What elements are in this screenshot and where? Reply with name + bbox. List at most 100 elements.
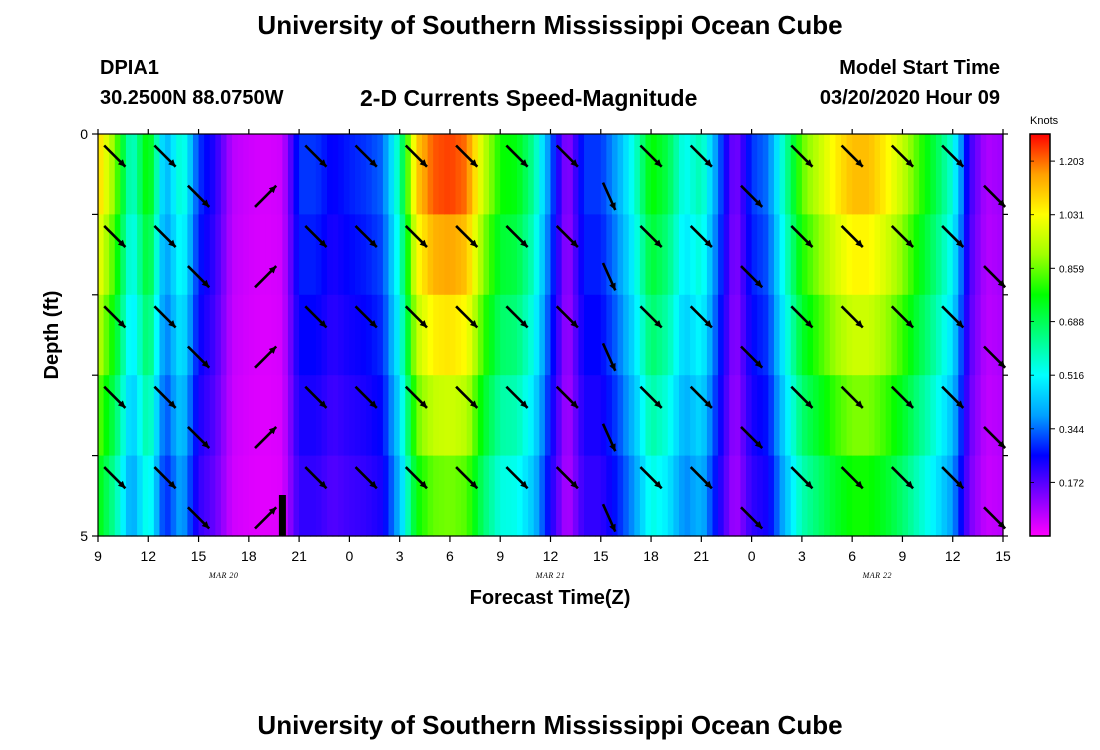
heatmap-cell bbox=[360, 455, 367, 537]
heatmap-cell bbox=[125, 134, 133, 215]
heatmap-cell bbox=[533, 455, 540, 537]
current-arrow bbox=[941, 144, 965, 168]
heatmap-cell bbox=[930, 455, 937, 537]
heatmap-cell bbox=[522, 134, 529, 215]
heatmap-cell bbox=[963, 134, 971, 215]
colorbar: Knots 1.203 1.031 0.859 0.688 0.516 0.344 0.17… bbox=[1029, 115, 1084, 537]
heatmap-cell bbox=[483, 455, 490, 537]
heatmap-cell bbox=[617, 134, 624, 215]
heatmap-cell bbox=[343, 455, 350, 537]
heatmap-cell bbox=[310, 455, 317, 537]
heatmap-cell bbox=[695, 134, 702, 215]
colorbar-tick-label: 0.344 bbox=[1059, 425, 1084, 436]
x-axis-label: Forecast Time(Z) bbox=[470, 587, 631, 609]
heatmap-cell bbox=[975, 294, 982, 376]
heatmap-cell bbox=[103, 214, 110, 296]
current-arrow bbox=[186, 265, 211, 289]
heatmap-cell bbox=[712, 294, 719, 376]
current-arrow bbox=[505, 224, 529, 249]
heatmap-cell bbox=[902, 214, 909, 296]
heatmap-cell bbox=[991, 294, 999, 376]
heatmap-cell bbox=[293, 375, 300, 457]
heatmap-cell bbox=[500, 134, 507, 215]
heatmap-cell bbox=[639, 134, 647, 215]
currents-heatmap-chart: 9 12 15 18 21 0 3 6 9 12 15 18 21 0 3 6 9 12 15 05 MAR 20 M… bbox=[41, 115, 1084, 609]
heatmap-cell bbox=[684, 455, 691, 537]
heatmap-cell bbox=[282, 294, 289, 376]
current-arrow bbox=[354, 305, 378, 329]
heatmap-cell bbox=[628, 214, 635, 296]
heatmap-cell bbox=[237, 134, 244, 215]
heatmap-cell bbox=[617, 455, 624, 537]
heatmap-cell bbox=[935, 134, 943, 215]
heatmap-cell bbox=[863, 214, 870, 296]
heatmap-cell bbox=[600, 455, 607, 537]
heatmap-cell bbox=[712, 214, 719, 296]
heatmap-cell bbox=[366, 294, 373, 376]
heatmap-cell bbox=[723, 134, 730, 215]
heatmap-cell bbox=[455, 214, 462, 296]
heatmap-cell bbox=[226, 375, 233, 457]
heatmap-cell bbox=[634, 375, 641, 457]
current-arrow bbox=[254, 184, 278, 208]
heatmap-cell bbox=[260, 294, 267, 376]
heatmap-cell bbox=[243, 214, 250, 296]
heatmap-cell bbox=[746, 375, 753, 457]
heatmap-cell bbox=[667, 134, 674, 215]
heatmap-cell bbox=[399, 134, 406, 215]
heatmap-cell bbox=[394, 294, 401, 376]
heatmap-cell bbox=[801, 455, 809, 537]
heatmap-cell bbox=[539, 455, 546, 537]
heatmap-cell bbox=[701, 134, 708, 215]
heatmap-cell bbox=[360, 375, 367, 457]
current-arrow bbox=[404, 305, 428, 329]
heatmap-cell bbox=[120, 455, 127, 537]
heatmap-cell bbox=[103, 455, 110, 537]
heatmap-cell bbox=[829, 455, 837, 537]
current-arrow bbox=[103, 305, 127, 329]
heatmap-cell bbox=[366, 214, 373, 296]
heatmap-cell bbox=[651, 214, 658, 296]
heatmap-cell bbox=[947, 294, 954, 376]
heatmap-cell bbox=[807, 214, 814, 296]
heatmap-cell bbox=[137, 134, 144, 215]
heatmap-cell bbox=[623, 294, 630, 376]
heatmap-cell bbox=[243, 455, 250, 537]
current-arrow bbox=[601, 503, 617, 533]
current-arrow bbox=[304, 144, 328, 168]
heatmap-cell bbox=[606, 455, 613, 537]
heatmap-cell bbox=[315, 455, 323, 537]
heatmap-cell bbox=[321, 455, 328, 537]
heatmap-cell bbox=[153, 134, 161, 215]
heatmap-cell bbox=[371, 455, 378, 537]
heatmap-cell bbox=[142, 294, 149, 376]
heatmap-cell bbox=[304, 455, 311, 537]
heatmap-cell bbox=[578, 455, 585, 537]
heatmap-cell bbox=[740, 455, 747, 537]
current-arrow bbox=[601, 182, 617, 211]
current-arrow bbox=[354, 385, 378, 409]
heatmap-cell bbox=[103, 134, 110, 215]
heatmap-cell bbox=[483, 375, 490, 457]
heatmap-cell bbox=[248, 375, 256, 457]
heatmap-cell bbox=[874, 455, 881, 537]
colorbar-tick-label: 0.172 bbox=[1059, 478, 1084, 489]
heatmap-cell bbox=[528, 214, 535, 296]
heatmap-cell bbox=[544, 134, 552, 215]
heatmap-cell bbox=[533, 294, 540, 376]
heatmap-cell bbox=[729, 455, 736, 537]
heatmap-cell bbox=[254, 455, 261, 537]
heatmap-cell bbox=[919, 294, 926, 376]
current-arrow bbox=[790, 385, 814, 409]
heatmap-cell bbox=[382, 214, 390, 296]
heatmap-cell bbox=[986, 294, 993, 376]
heatmap-cell bbox=[528, 375, 535, 457]
current-arrow bbox=[740, 184, 764, 208]
heatmap-cell bbox=[690, 294, 697, 376]
heatmap-cell bbox=[690, 455, 697, 537]
heatmap-cell bbox=[801, 375, 809, 457]
heatmap-cell bbox=[187, 214, 194, 296]
current-arrow bbox=[740, 265, 764, 289]
heatmap-cell bbox=[271, 134, 278, 215]
heatmap-cell bbox=[751, 455, 758, 537]
